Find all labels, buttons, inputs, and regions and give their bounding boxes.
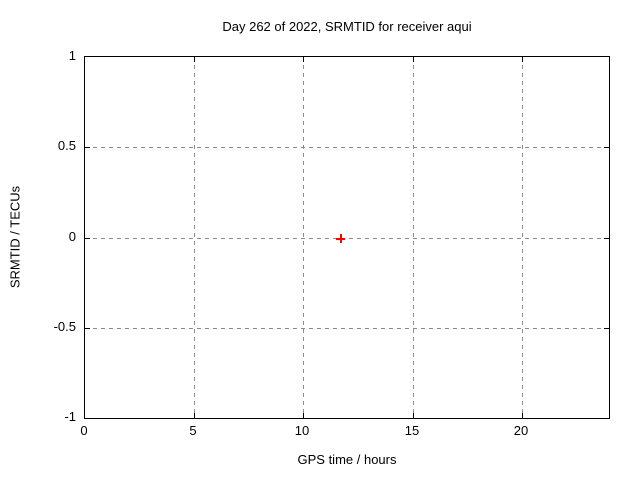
y-gridline: [85, 328, 609, 329]
x-gridline: [522, 57, 523, 418]
x-tick-label: 15: [404, 423, 420, 438]
x-gridline: [194, 57, 195, 418]
y-tick-mark: [604, 147, 609, 148]
y-tick-label: -0.5: [53, 319, 76, 334]
y-tick-mark: [85, 328, 90, 329]
x-tick-mark: [522, 413, 523, 418]
data-point-marker: [336, 234, 345, 243]
x-gridline: [413, 57, 414, 418]
x-gridline: [303, 57, 304, 418]
x-tick-label: 5: [189, 423, 197, 438]
x-tick-mark: [194, 57, 195, 62]
x-axis-label: GPS time / hours: [297, 452, 397, 467]
y-tick-label: 0.5: [57, 138, 76, 153]
x-tick-mark: [303, 413, 304, 418]
y-gridline: [85, 238, 609, 239]
x-tick-label: 0: [80, 423, 88, 438]
y-tick-mark: [604, 238, 609, 239]
y-gridline: [85, 147, 609, 148]
y-tick-mark: [604, 328, 609, 329]
x-tick-mark: [194, 413, 195, 418]
x-tick-mark: [522, 57, 523, 62]
x-tick-mark: [413, 57, 414, 62]
x-tick-mark: [413, 413, 414, 418]
x-tick-label: 10: [294, 423, 310, 438]
y-tick-label: 1: [68, 48, 76, 63]
y-tick-label: -1: [64, 409, 76, 424]
x-tick-mark: [303, 57, 304, 62]
y-tick-mark: [85, 147, 90, 148]
y-tick-label: 0: [68, 229, 76, 244]
x-tick-label: 20: [513, 423, 529, 438]
y-tick-mark: [85, 238, 90, 239]
plus-marker-vertical: [339, 234, 342, 243]
chart-title: Day 262 of 2022, SRMTID for receiver aqu…: [222, 19, 472, 34]
plot-area: [84, 56, 610, 419]
